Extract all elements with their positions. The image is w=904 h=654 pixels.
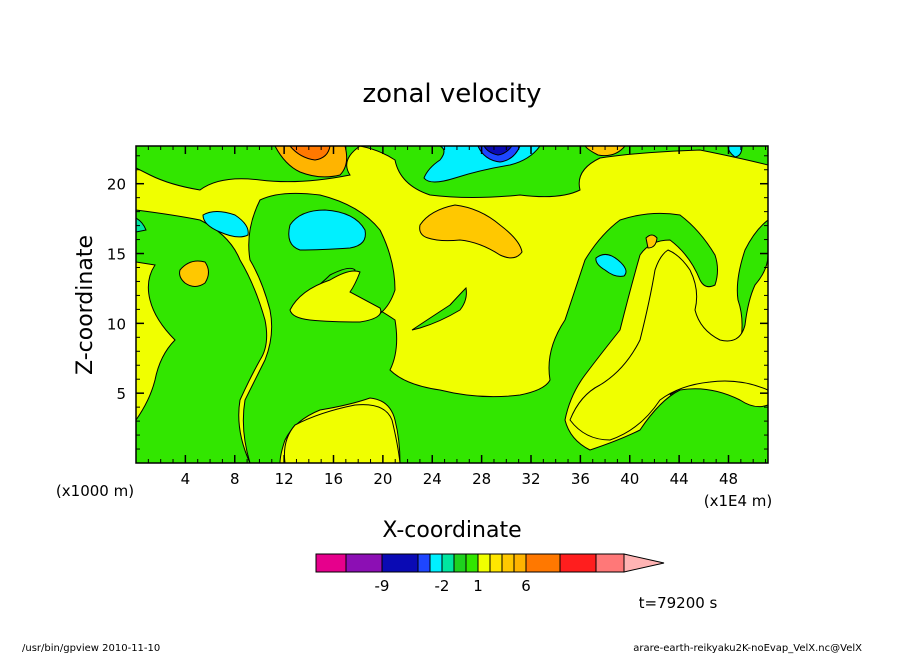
x-tick-label: 8 — [230, 470, 240, 488]
footer-right: arare-earth-reikyaku2K-noEvap_VelX.nc@Ve… — [633, 643, 862, 654]
colorbar-segment — [429, 553, 443, 573]
orange-region-2 — [179, 260, 209, 287]
green-region-center — [242, 192, 768, 463]
x-tick-label: 36 — [571, 470, 590, 488]
x-axis: 4 8 12 16 20 24 28 32 36 40 44 48 — [147, 146, 767, 488]
colorbar-segment — [345, 553, 383, 573]
y-tick-label: 10 — [107, 315, 126, 333]
green-region-left — [136, 209, 268, 463]
x-tick-label: 24 — [423, 470, 442, 488]
green-sliver — [411, 286, 467, 331]
plot-frame — [135, 145, 769, 464]
colorbar-segment — [381, 553, 419, 573]
y-axis: 5 10 15 20 — [107, 155, 768, 450]
cyan-region-2 — [202, 211, 249, 238]
x-tick-label: 20 — [373, 470, 392, 488]
yellow-island-2 — [569, 249, 768, 441]
y-tick-label: 20 — [107, 176, 126, 194]
navy-region-1 — [483, 146, 513, 156]
colorbar-segment — [441, 553, 455, 573]
cyan-region-1 — [288, 209, 366, 251]
x-axis-label: X-coordinate — [382, 518, 521, 543]
chart-title: zonal velocity — [362, 79, 541, 109]
colorbar-segment — [417, 553, 431, 573]
x-tick-label: 32 — [521, 470, 540, 488]
x-tick-label: 16 — [324, 470, 343, 488]
orange-region-1 — [419, 204, 523, 259]
colorbar-segment — [315, 553, 347, 573]
colorbar-tick-label: -2 — [435, 577, 450, 595]
colorbar-tick-label: -9 — [375, 577, 390, 595]
yellow-island-1 — [289, 270, 382, 323]
y-tick-label: 15 — [107, 246, 126, 264]
y-axis-label: Z-coordinate — [73, 235, 98, 375]
orange-region-6 — [645, 234, 658, 249]
orange-region-3 — [274, 146, 348, 178]
yellow-island-3 — [284, 404, 401, 463]
colorbar: -9 -2 1 6 — [315, 553, 665, 595]
colorbar-segment — [525, 553, 561, 573]
orange-region-5 — [584, 146, 626, 157]
colorbar-segment — [477, 553, 491, 573]
y-tick-label: 5 — [116, 385, 126, 403]
colorbar-tick-label: 1 — [473, 577, 483, 595]
colorbar-segment — [513, 553, 527, 573]
y-unit-label: (x1000 m) — [56, 482, 134, 500]
plot-area — [136, 146, 768, 463]
colorbar-segment — [559, 553, 597, 573]
orange-region-4 — [289, 146, 331, 161]
x-unit-label: (x1E4 m) — [704, 492, 773, 510]
footer-left: /usr/bin/gpview 2010-11-10 — [22, 643, 160, 654]
x-tick-label: 12 — [275, 470, 294, 488]
x-tick-label: 28 — [472, 470, 491, 488]
colorbar-tick-label: 6 — [521, 577, 531, 595]
teal-fleck — [136, 217, 147, 233]
time-label: t=79200 s — [639, 594, 718, 612]
colorbar-segment — [595, 553, 625, 573]
colorbar-extension-arrow — [623, 553, 665, 573]
colorbar-segment — [453, 553, 467, 573]
x-tick-label: 44 — [670, 470, 689, 488]
colorbar-segment — [501, 553, 515, 573]
x-tick-label: 4 — [181, 470, 191, 488]
cyan-region-4 — [595, 254, 627, 277]
x-tick-label: 48 — [719, 470, 738, 488]
x-tick-label: 40 — [620, 470, 639, 488]
colorbar-segment — [489, 553, 503, 573]
colorbar-segment — [465, 553, 479, 573]
